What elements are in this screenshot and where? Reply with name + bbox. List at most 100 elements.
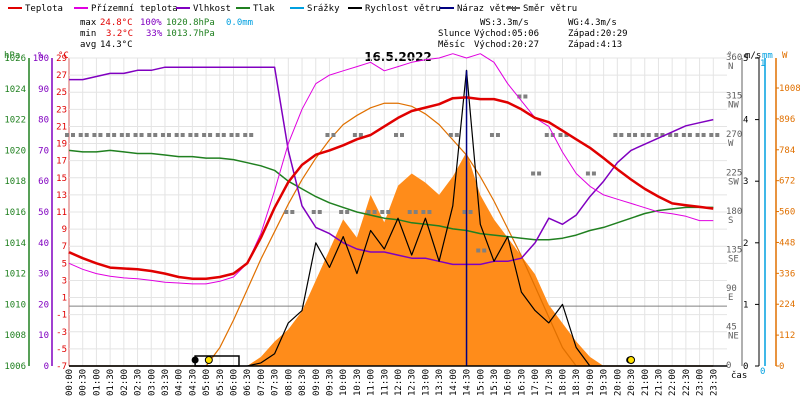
tick-label-mm: 1 (760, 59, 765, 69)
stats-block: max 24.8°C 100% 1020.8hPa 0.0mm min 3.2°… (80, 18, 253, 50)
tick-label-dir-name: SE (728, 255, 739, 265)
wind-dir-point (489, 133, 494, 137)
wind-dir-point (92, 133, 97, 137)
tick-label-dir: 45 (726, 323, 737, 333)
wind-dir-point (71, 133, 75, 137)
stats-max-label: max (80, 18, 97, 28)
axis-ticks: 1026102410221020101810161014101210101008… (4, 53, 800, 396)
wind-dir-point (668, 133, 673, 137)
tick-label-dir: 90 (726, 284, 737, 294)
info-moon-label: Měsíc (438, 40, 465, 50)
wind-dir-point (221, 133, 226, 137)
tick-label-x: 16:30 (517, 369, 527, 396)
wind-dir-point (421, 210, 426, 214)
solar-area (69, 152, 714, 366)
tick-label-x: 01:30 (106, 369, 116, 396)
tick-label-w: 672 (779, 177, 795, 187)
sunrise-marker (204, 356, 213, 364)
tick-label-x: 06:30 (243, 369, 253, 396)
wind-dir-point (531, 171, 536, 176)
wind-dir-point (660, 133, 665, 137)
wind-dir-point (468, 210, 473, 214)
tick-label-c: -7 (56, 362, 67, 372)
tick-label-x: 19:30 (600, 369, 610, 396)
info-sun-rise: Východ:05:06 (474, 29, 539, 39)
tick-label-c: 1 (62, 294, 67, 304)
tick-label-x: 13:00 (421, 369, 431, 396)
tick-label-c: -1 (56, 311, 67, 321)
tick-label-hpa: 1008 (4, 331, 26, 341)
tick-label-w: 784 (779, 146, 795, 156)
legend-humidity: Vlhkost (193, 4, 231, 14)
tick-label-x: 21:00 (641, 369, 651, 396)
tick-label-dir-name: W (728, 139, 734, 149)
wind-dir-point (413, 210, 418, 214)
tick-label-dir: 0 (726, 361, 731, 371)
wind-dir-point (174, 133, 179, 137)
axis-unit-pct: % (38, 51, 44, 61)
temperature-line (68, 96, 714, 280)
wind-dir-point (133, 133, 138, 137)
tick-label-dir: 315 (726, 92, 742, 102)
tick-label-hpa: 1016 (4, 208, 26, 218)
tick-label-dir: 180 (726, 207, 742, 217)
tick-label-w: 224 (779, 300, 795, 310)
wind-dir-point (462, 210, 467, 214)
tick-label-x: 15:30 (490, 369, 500, 396)
tick-label-w: 560 (779, 208, 795, 218)
wind-dir-point (591, 171, 596, 176)
wind-dir-point (585, 171, 590, 176)
info-block: WS:3.3m/s WG:4.3m/s Slunce Východ:05:06 … (438, 18, 628, 50)
tick-label-x: 18:30 (572, 369, 582, 396)
wind-dir-point (166, 133, 171, 137)
wind-dir-point (427, 210, 432, 214)
wind-dir-point (627, 133, 632, 137)
tick-label-c: 5 (62, 259, 67, 269)
tick-label-c: 13 (56, 191, 67, 201)
tick-label-x: 22:00 (668, 369, 678, 396)
wind-dir-point (243, 133, 248, 137)
tick-label-ms: 1 (743, 300, 748, 310)
wind-dir-point (448, 133, 453, 137)
info-moon-rise: Východ:20:27 (474, 40, 539, 50)
tick-label-c: 11 (56, 208, 67, 218)
wind-dir-point (119, 133, 124, 137)
tick-label-w: 112 (779, 331, 795, 341)
info-sun-set: Západ:20:29 (568, 29, 628, 39)
tick-label-ms: 0 (743, 362, 748, 372)
tick-label-c: 3 (62, 276, 67, 286)
wind-dir-point (112, 133, 117, 137)
wind-dir-point (646, 133, 651, 137)
tick-label-x: 22:30 (682, 369, 692, 396)
tick-label-ms: 4 (743, 116, 748, 126)
legend-temperature: Teplota (25, 4, 63, 14)
tick-label-c: 27 (56, 71, 67, 81)
axis-unit-mm: mm (762, 51, 773, 61)
axis-unit-hpa: hPa (4, 51, 20, 61)
tick-label-x: 15:00 (476, 369, 486, 396)
tick-label-c: -5 (56, 345, 67, 355)
wind-dir-point (366, 210, 371, 214)
tick-label-ms: 5 (743, 54, 748, 64)
axis-unit-dir: ° (727, 51, 732, 61)
axis-unit-time: čas (731, 370, 747, 381)
stats-max-press: 1020.8hPa (166, 18, 215, 28)
tick-label-pct: 10 (38, 331, 49, 341)
tick-label-x: 17:00 (531, 369, 541, 396)
info-wg: WG:4.3m/s (568, 18, 617, 28)
tick-label-x: 19:00 (586, 369, 596, 396)
stats-min-label: min (80, 29, 96, 39)
wind-dir-point (284, 210, 289, 214)
wind-dir-point (215, 133, 220, 137)
wind-dir-point (358, 133, 363, 137)
tick-label-dir-name: S (728, 216, 733, 226)
wind-dir-point (125, 133, 130, 137)
wind-dir-point (386, 210, 391, 214)
stats-max-hum: 100% (140, 18, 162, 28)
night-bracket (194, 355, 240, 367)
tick-label-w: 336 (779, 269, 795, 279)
tick-label-w: 0 (779, 362, 784, 372)
sun-marks (69, 355, 727, 367)
wind-dir-point (84, 133, 89, 137)
